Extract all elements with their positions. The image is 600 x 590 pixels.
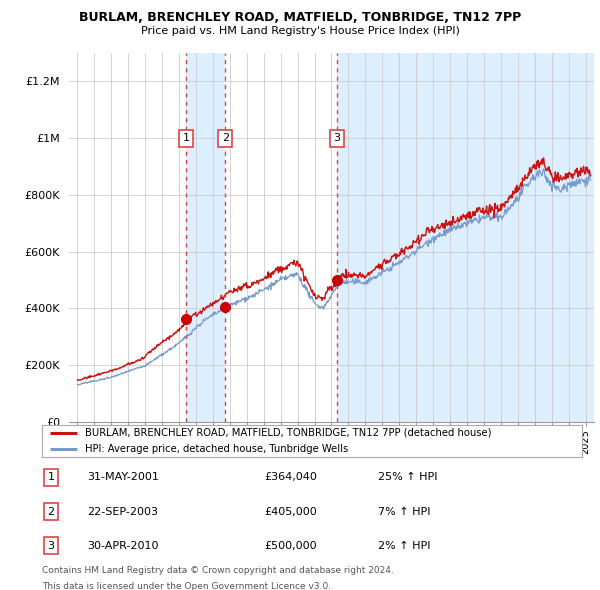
Text: 22-SEP-2003: 22-SEP-2003	[87, 507, 158, 516]
Text: 1: 1	[47, 473, 55, 482]
Text: HPI: Average price, detached house, Tunbridge Wells: HPI: Average price, detached house, Tunb…	[85, 444, 349, 454]
Text: 30-APR-2010: 30-APR-2010	[87, 541, 158, 550]
Bar	[337, 53, 594, 422]
Text: 3: 3	[47, 541, 55, 550]
Text: BURLAM, BRENCHLEY ROAD, MATFIELD, TONBRIDGE, TN12 7PP (detached house): BURLAM, BRENCHLEY ROAD, MATFIELD, TONBRI…	[85, 428, 492, 438]
Text: 2% ↑ HPI: 2% ↑ HPI	[378, 541, 431, 550]
Text: 2: 2	[222, 133, 229, 143]
Text: £364,040: £364,040	[264, 473, 317, 482]
Bar	[186, 53, 226, 422]
Text: £405,000: £405,000	[264, 507, 317, 516]
Text: 2: 2	[47, 507, 55, 516]
Text: 25% ↑ HPI: 25% ↑ HPI	[378, 473, 437, 482]
Text: 1: 1	[182, 133, 190, 143]
Text: Contains HM Land Registry data © Crown copyright and database right 2024.: Contains HM Land Registry data © Crown c…	[42, 566, 394, 575]
Text: Price paid vs. HM Land Registry's House Price Index (HPI): Price paid vs. HM Land Registry's House …	[140, 26, 460, 36]
Text: This data is licensed under the Open Government Licence v3.0.: This data is licensed under the Open Gov…	[42, 582, 331, 590]
Text: 3: 3	[334, 133, 341, 143]
Text: £500,000: £500,000	[264, 541, 317, 550]
Text: 7% ↑ HPI: 7% ↑ HPI	[378, 507, 431, 516]
Text: 31-MAY-2001: 31-MAY-2001	[87, 473, 159, 482]
Text: BURLAM, BRENCHLEY ROAD, MATFIELD, TONBRIDGE, TN12 7PP: BURLAM, BRENCHLEY ROAD, MATFIELD, TONBRI…	[79, 11, 521, 24]
